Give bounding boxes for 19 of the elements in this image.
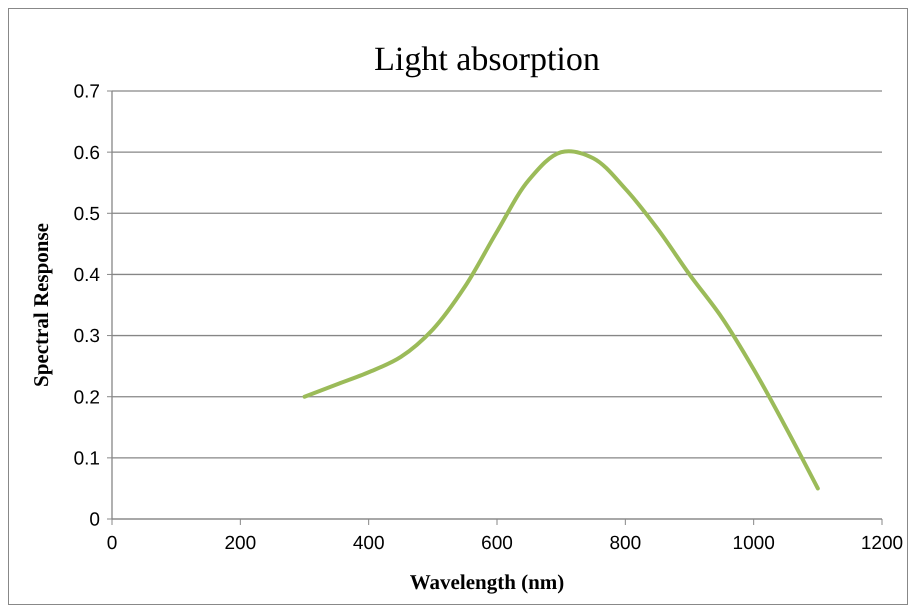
x-tick-label: 1000 [732, 533, 775, 554]
x-tick-label: 600 [481, 533, 513, 554]
x-tick-label: 0 [106, 533, 118, 554]
x-tick-label: 400 [352, 533, 385, 554]
y-tick-label: 0.5 [74, 204, 100, 225]
x-axis-title: Wavelength (nm) [410, 570, 564, 594]
y-tick-label: 0 [89, 510, 100, 531]
y-axis-title: Spectral Response [29, 223, 53, 387]
y-tick-label: 0.1 [74, 448, 100, 470]
line-series [302, 149, 820, 490]
x-tick-label: 1200 [860, 533, 904, 554]
y-tick-label: 0.6 [74, 142, 100, 164]
y-tick-label: 0.7 [74, 82, 100, 103]
x-tick-label: 200 [224, 533, 256, 554]
y-tick-label: 0.3 [74, 326, 100, 348]
y-tick-label: 0.2 [74, 387, 100, 408]
chart-title: Light absorption [374, 41, 600, 78]
y-tick-label: 0.4 [74, 265, 100, 286]
x-tick-label: 800 [609, 533, 642, 554]
